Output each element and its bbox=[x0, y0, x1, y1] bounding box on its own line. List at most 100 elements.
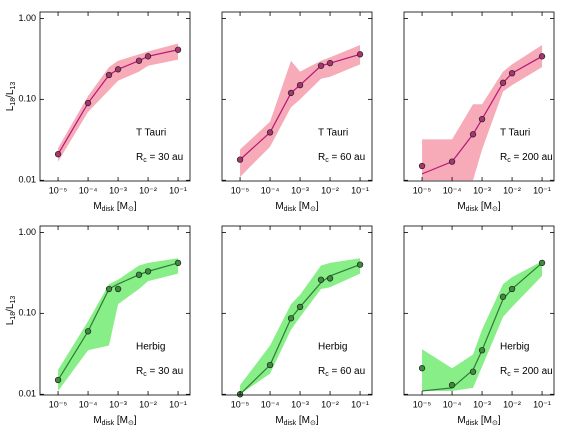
x-tick-label: 10⁻⁵ bbox=[413, 399, 432, 409]
panel-annotation: Herbig bbox=[500, 342, 529, 353]
x-axis-label-part: disk bbox=[284, 206, 297, 213]
panel-annotation: T Tauri bbox=[500, 128, 530, 139]
radius-annotation-part: R bbox=[136, 152, 143, 163]
radius-annotation-part: c bbox=[507, 157, 511, 164]
data-point bbox=[538, 53, 546, 60]
plot-frame bbox=[403, 11, 555, 182]
data-point bbox=[114, 66, 122, 73]
x-axis-label-part: ⊙ bbox=[492, 420, 498, 427]
x-tick-label: 10⁻¹ bbox=[533, 399, 551, 409]
plot-frame bbox=[221, 225, 373, 396]
x-axis-label-part: disk bbox=[466, 420, 479, 427]
x-axis-label-part: ] bbox=[498, 415, 501, 426]
data-point bbox=[508, 70, 516, 77]
radius-annotation-part: c bbox=[325, 157, 329, 164]
x-axis-label-part: [M bbox=[478, 415, 492, 426]
radius-annotation-part: R bbox=[318, 366, 325, 377]
radius-annotation-part: R bbox=[136, 366, 143, 377]
x-tick-label: 10⁻⁵ bbox=[231, 399, 250, 409]
x-axis-label-part: disk bbox=[284, 420, 297, 427]
data-point bbox=[174, 259, 182, 267]
uncertainty-band bbox=[422, 44, 543, 181]
x-tick-label: 10⁻³ bbox=[291, 185, 309, 195]
data-point bbox=[296, 81, 304, 89]
x-tick-label: 10⁻³ bbox=[473, 185, 491, 195]
y-axis-label-part: 13 bbox=[10, 296, 17, 304]
y-tick-label: 1.00 bbox=[18, 227, 36, 237]
radius-annotation: Rc = 30 au bbox=[136, 366, 183, 378]
x-tick-label: 10⁻¹ bbox=[351, 185, 369, 195]
x-axis-label-part: disk bbox=[102, 206, 115, 213]
data-point bbox=[326, 275, 334, 282]
data-point bbox=[54, 151, 62, 158]
y-axis-label-part: L bbox=[5, 105, 16, 111]
x-axis-label-part: ⊙ bbox=[310, 420, 316, 427]
x-tick-label: 10⁻⁴ bbox=[443, 399, 462, 409]
data-point bbox=[499, 79, 507, 86]
x-tick-label: 10⁻⁵ bbox=[413, 185, 432, 195]
data-point bbox=[326, 60, 334, 67]
data-point bbox=[54, 376, 62, 384]
radius-annotation: Rc = 200 au bbox=[500, 152, 553, 164]
panel-annotation: T Tauri bbox=[136, 128, 166, 139]
y-axis-label: L18/L13 bbox=[5, 82, 17, 112]
x-axis-label-part: [M bbox=[296, 201, 310, 212]
x-axis-label-part: ⊙ bbox=[128, 420, 134, 427]
x-tick-label: 10⁻² bbox=[139, 399, 157, 409]
x-tick-label: 10⁻⁴ bbox=[261, 399, 280, 409]
x-tick-label: 10⁻⁴ bbox=[261, 185, 280, 195]
data-point bbox=[448, 158, 456, 165]
data-point bbox=[508, 285, 516, 293]
x-axis-label-part: M bbox=[457, 201, 465, 212]
x-tick-label: 10⁻⁵ bbox=[49, 399, 68, 409]
x-axis-label: Mdisk [M⊙] bbox=[275, 201, 319, 213]
x-axis-label-part: M bbox=[275, 415, 283, 426]
radius-annotation-part: = 30 au bbox=[147, 152, 183, 163]
data-point bbox=[296, 303, 304, 311]
x-tick-label: 10⁻² bbox=[503, 399, 521, 409]
x-axis-label-part: disk bbox=[466, 206, 479, 213]
uncertainty-band bbox=[240, 258, 361, 395]
x-axis-label: Mdisk [M⊙] bbox=[93, 415, 137, 427]
data-point bbox=[236, 156, 244, 163]
radius-annotation: Rc = 30 au bbox=[136, 152, 183, 164]
radius-annotation-part: R bbox=[500, 152, 507, 163]
radius-annotation-part: = 200 au bbox=[511, 152, 553, 163]
radius-annotation-part: c bbox=[143, 157, 147, 164]
y-axis-label: L18/L13 bbox=[5, 296, 17, 326]
data-point bbox=[287, 89, 295, 97]
y-axis-label-part: 18 bbox=[10, 98, 17, 106]
data-point bbox=[84, 99, 92, 107]
data-point bbox=[114, 285, 122, 293]
x-tick-label: 10⁻⁵ bbox=[231, 185, 250, 195]
x-axis-label-part: ] bbox=[316, 201, 319, 212]
x-axis-label-part: [M bbox=[478, 201, 492, 212]
data-point bbox=[105, 71, 113, 79]
x-tick-label: 10⁻¹ bbox=[169, 185, 187, 195]
data-point bbox=[135, 271, 143, 278]
y-tick-label: 0.10 bbox=[18, 94, 36, 104]
plot-frame bbox=[39, 225, 191, 396]
x-axis-label-part: ] bbox=[498, 201, 501, 212]
x-axis-label-part: [M bbox=[296, 415, 310, 426]
x-tick-label: 10⁻³ bbox=[473, 399, 491, 409]
x-tick-label: 10⁻² bbox=[321, 399, 339, 409]
y-axis-label-part: L bbox=[5, 319, 16, 325]
x-axis-label: Mdisk [M⊙] bbox=[457, 415, 501, 427]
data-point bbox=[174, 46, 182, 53]
panel-annotation: Herbig bbox=[318, 342, 347, 353]
x-tick-label: 10⁻² bbox=[503, 185, 521, 195]
data-point bbox=[266, 361, 274, 369]
uncertainty-band bbox=[58, 43, 179, 162]
radius-annotation-part: = 60 au bbox=[329, 152, 365, 163]
radius-annotation: Rc = 200 au bbox=[500, 366, 553, 378]
x-axis-label-part: M bbox=[93, 201, 101, 212]
x-axis-label-part: M bbox=[457, 415, 465, 426]
x-tick-label: 10⁻⁴ bbox=[79, 185, 98, 195]
data-point bbox=[418, 162, 426, 170]
radius-annotation-part: = 60 au bbox=[329, 366, 365, 377]
radius-annotation-part: c bbox=[325, 371, 329, 378]
panel-annotation: Herbig bbox=[136, 342, 165, 353]
x-axis-label: Mdisk [M⊙] bbox=[457, 201, 501, 213]
